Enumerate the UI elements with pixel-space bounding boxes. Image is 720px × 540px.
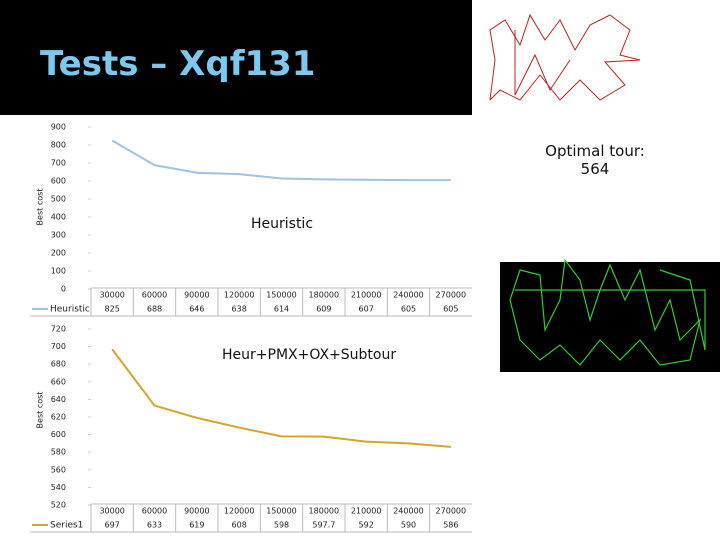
- y-tick-label: 300: [51, 231, 66, 240]
- x-tick-label: 30000: [99, 291, 124, 300]
- value-label: 608: [232, 521, 247, 530]
- value-label: 592: [359, 521, 374, 530]
- y-tick-label: 520: [51, 501, 66, 510]
- y-tick-label: 680: [51, 360, 66, 369]
- x-tick-label: 150000: [266, 291, 297, 300]
- y-tick-label: 720: [51, 325, 66, 334]
- title-banner: [0, 0, 472, 115]
- y-tick-label: 500: [51, 195, 66, 204]
- y-tick-label: 600: [51, 430, 66, 439]
- x-tick-label: 240000: [393, 507, 424, 516]
- value-label: 688: [147, 305, 162, 314]
- value-label: 598: [274, 521, 289, 530]
- x-tick-label: 90000: [184, 507, 209, 516]
- series-line: [111, 139, 451, 182]
- value-label: 605: [401, 305, 416, 314]
- y-tick-label: 200: [51, 249, 66, 258]
- x-tick-label: 60000: [142, 507, 167, 516]
- legend-label: Heuristic: [50, 305, 90, 315]
- x-tick-label: 240000: [393, 291, 424, 300]
- chart-title: Heur+PMX+OX+Subtour: [222, 347, 397, 363]
- value-label: 609: [316, 305, 331, 314]
- y-tick-label: 620: [51, 413, 66, 422]
- y-tick-label: 400: [51, 213, 66, 222]
- series-line: [111, 348, 451, 448]
- x-tick-label: 60000: [142, 291, 167, 300]
- y-tick-label: 540: [51, 483, 66, 492]
- value-label: 586: [443, 521, 458, 530]
- x-tick-label: 120000: [224, 507, 255, 516]
- x-tick-label: 120000: [224, 291, 255, 300]
- tour-image-bottom: [500, 258, 720, 372]
- y-tick-label: 100: [51, 267, 66, 276]
- x-tick-label: 180000: [309, 507, 340, 516]
- x-tick-label: 270000: [436, 507, 467, 516]
- y-tick-label: 900: [51, 123, 66, 132]
- tour-image-top: [480, 10, 641, 108]
- x-tick-label: 270000: [436, 291, 467, 300]
- legend-label: Series1: [50, 521, 83, 531]
- value-label: 638: [232, 305, 247, 314]
- x-tick-label: 90000: [184, 291, 209, 300]
- value-label: 607: [359, 305, 374, 314]
- y-tick-label: 800: [51, 141, 66, 150]
- y-tick-label: 700: [51, 342, 66, 351]
- x-tick-label: 180000: [309, 291, 340, 300]
- value-label: 619: [189, 521, 204, 530]
- value-label: 697: [105, 521, 120, 530]
- y-tick-label: 0: [61, 285, 66, 294]
- y-tick-label: 640: [51, 395, 66, 404]
- value-label: 646: [189, 305, 204, 314]
- chart-title: Heuristic: [250, 216, 314, 232]
- note: Optimal tour: 564: [545, 142, 645, 178]
- value-label: 633: [147, 521, 162, 530]
- value-label: 597.7: [312, 521, 335, 530]
- y-tick-label: 700: [51, 159, 66, 168]
- value-label: 605: [443, 305, 458, 314]
- y-tick-label: 600: [51, 177, 66, 186]
- y-tick-label: 660: [51, 377, 66, 386]
- x-tick-label: 150000: [266, 507, 297, 516]
- x-tick-label: 30000: [99, 507, 124, 516]
- x-tick-label: 210000: [351, 291, 382, 300]
- y-tick-label: 580: [51, 448, 66, 457]
- y-axis-label: Best cost: [36, 189, 45, 226]
- slide-title: Tests – Xqf131: [40, 44, 316, 84]
- y-tick-label: 560: [51, 465, 66, 474]
- value-label: 590: [401, 521, 416, 530]
- value-label: 614: [274, 305, 289, 314]
- value-label: 825: [105, 305, 120, 314]
- x-tick-label: 210000: [351, 507, 382, 516]
- y-axis-label: Best cost: [36, 392, 45, 429]
